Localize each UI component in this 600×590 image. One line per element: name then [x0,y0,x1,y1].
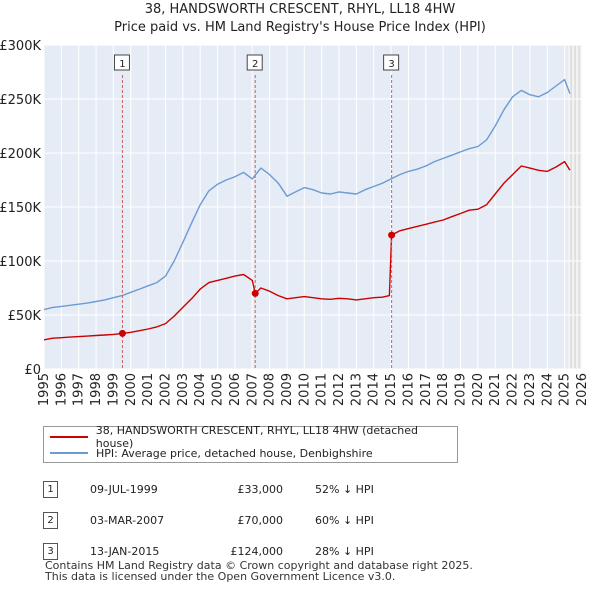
x-tick-label: 2011 [315,373,330,406]
x-tick-label: 1995 [37,373,52,406]
y-tick-label: £200K [0,147,41,162]
sale-point [388,231,396,239]
x-tick-label: 2004 [193,373,208,406]
table-row: 3 13-JAN-2015 £124,000 28% ↓ HPI [43,536,374,567]
x-tick-label: 2010 [297,373,312,406]
sale-hpi-relation: 60% ↓ HPI [315,514,374,527]
x-tick-label: 2005 [211,373,226,406]
table-row: 1 09-JUL-1999 £33,000 52% ↓ HPI [43,474,374,505]
sale-number-badge: 3 [43,543,58,560]
x-tick-label: 2012 [332,373,347,406]
legend-label-hpi: HPI: Average price, detached house, Denb… [96,446,373,460]
x-tick-label: 2008 [263,373,278,406]
footer: Contains HM Land Registry data © Crown c… [45,560,473,582]
legend-swatch-hpi [50,452,88,454]
sale-point [118,329,126,337]
sale-price: £33,000 [237,483,284,496]
y-tick-label: £100K [0,255,41,270]
x-tick-label: 2016 [401,373,416,406]
chart-title-line2: Price paid vs. HM Land Registry's House … [114,20,486,35]
legend-swatch-property [50,436,88,438]
y-tick-label: £50K [8,309,42,324]
sale-label: 1 [119,59,125,70]
x-tick-label: 2006 [228,373,243,406]
x-tick-label: 2017 [419,373,434,406]
y-tick-label: £150K [0,201,41,216]
sale-date: 03-MAR-2007 [90,514,165,527]
sale-hpi-relation: 28% ↓ HPI [315,545,374,558]
legend-item-hpi: HPI: Average price, detached house, Denb… [50,445,373,461]
sale-label: 2 [252,59,258,70]
x-tick-label: 1998 [89,373,104,406]
x-tick-label: 2026 [575,373,590,406]
x-tick-label: 2024 [540,373,555,406]
x-tick-label: 2018 [436,373,451,406]
sales-table: 1 09-JUL-1999 £33,000 52% ↓ HPI 2 03-MAR… [43,474,374,567]
sale-date: 09-JUL-1999 [90,483,158,496]
sale-number-badge: 2 [43,512,58,529]
legend-label-property: 38, HANDSWORTH CRESCENT, RHYL, LL18 4HW … [95,424,418,450]
sale-date: 13-JAN-2015 [90,545,160,558]
sale-point [251,289,259,297]
property-line [43,160,571,341]
y-tick-label: £300K [0,39,41,54]
x-tick-label: 2022 [506,373,521,406]
x-tick-label: 2000 [124,373,139,406]
footer-licence: This data is licensed under the Open Gov… [45,570,396,583]
sale-price: £70,000 [237,514,284,527]
x-tick-label: 2001 [141,373,156,406]
y-tick-label: £250K [0,93,41,108]
table-row: 2 03-MAR-2007 £70,000 60% ↓ HPI [43,505,374,536]
y-tick-label: £0 [24,363,41,378]
x-tick-label: 2021 [488,373,503,406]
x-tick-label: 2007 [245,373,260,406]
sale-price: £124,000 [230,545,284,558]
x-tick-label: 2009 [280,373,295,406]
x-tick-label: 2020 [471,373,486,406]
legend: 38, HANDSWORTH CRESCENT, RHYL, LL18 4HW … [43,424,458,463]
sale-label-box [383,54,400,71]
x-tick-label: 2015 [384,373,399,406]
x-tick-label: 1996 [54,373,69,406]
x-tick-label: 1997 [72,373,87,406]
sale-label: 3 [388,59,394,70]
sale-label-box [113,54,130,71]
legend-item-property: 38, HANDSWORTH CRESCENT, RHYL, LL18 4HW … [50,424,457,450]
sale-hpi-relation: 52% ↓ HPI [315,483,374,496]
x-tick-label: 2014 [367,373,382,406]
sale-label-box [246,54,263,71]
x-tick-label: 2023 [523,373,538,406]
chart-title-line1: 38, HANDSWORTH CRESCENT, RHYL, LL18 4HW [144,2,456,17]
hpi-line [43,78,571,311]
sale-number-badge: 1 [43,481,58,498]
x-tick-label: 2019 [454,373,469,406]
x-tick-label: 2002 [158,373,173,406]
footer-copyright: Contains HM Land Registry data © Crown c… [45,559,473,572]
x-tick-label: 2025 [558,373,573,406]
x-tick-label: 2003 [176,373,191,406]
x-tick-label: 1999 [106,373,121,406]
x-tick-label: 2013 [349,373,364,406]
